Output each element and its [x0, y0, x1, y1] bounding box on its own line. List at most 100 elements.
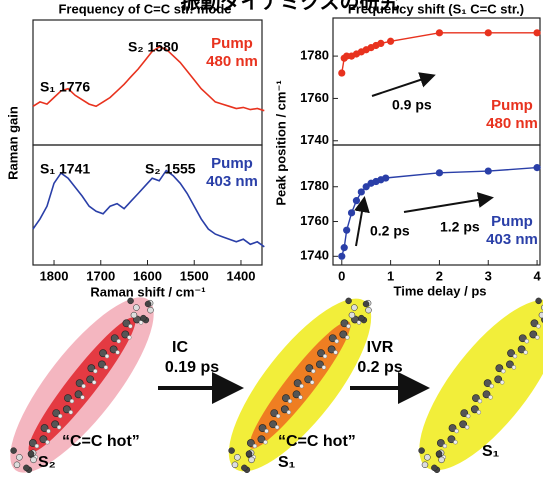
x-tick-label: 4 [533, 268, 541, 283]
atom [460, 409, 469, 417]
atom [334, 338, 339, 344]
data-point [352, 197, 361, 205]
atom [317, 349, 325, 358]
step-name: IC [172, 339, 188, 356]
atom [264, 428, 269, 434]
x-tick-label: 1800 [40, 268, 69, 283]
atom [30, 456, 37, 464]
atom [34, 443, 40, 449]
atom [418, 447, 425, 454]
atom [28, 439, 37, 447]
atom [356, 320, 362, 325]
atom [287, 398, 293, 404]
atom [311, 368, 316, 374]
chart-title: Frequency of C=C str. mode [58, 1, 231, 16]
atom [115, 350, 120, 355]
atom [293, 379, 302, 388]
atom [495, 364, 504, 373]
atom [122, 319, 131, 328]
atom [476, 410, 482, 415]
step-time: 0.19 ps [165, 359, 219, 376]
atom [309, 380, 315, 385]
data-point [357, 188, 365, 196]
atom [91, 380, 97, 385]
atom [13, 461, 21, 469]
atom [138, 320, 144, 325]
data-point [382, 174, 390, 182]
arrow [354, 196, 370, 247]
data-point [387, 37, 395, 45]
atom [499, 380, 505, 385]
atom [263, 439, 268, 445]
x-tick-label: 1 [387, 268, 394, 283]
data-point [533, 29, 541, 37]
atom [328, 334, 337, 343]
atom [274, 425, 280, 430]
atom [524, 338, 529, 344]
atom [453, 439, 458, 445]
atom [87, 364, 96, 373]
atom [421, 461, 429, 469]
atom [470, 405, 479, 414]
atom [74, 390, 83, 399]
y-tick-label: 1760 [300, 90, 329, 105]
y-tick-label: 1760 [300, 213, 329, 228]
x-tick-label: 1700 [86, 268, 115, 283]
atom [339, 330, 348, 339]
atom [340, 319, 349, 328]
atom [110, 334, 119, 343]
atom [536, 324, 541, 329]
atom [246, 439, 255, 447]
atom [56, 425, 62, 430]
x-tick-label: 2 [436, 268, 443, 283]
atom [298, 395, 303, 400]
arrow [403, 192, 494, 213]
atom [333, 350, 338, 355]
time-constant: 0.9 ps [392, 97, 432, 113]
atom [248, 456, 255, 464]
atom [435, 450, 443, 457]
x-tick-label: 0 [338, 268, 345, 283]
pump-label: 403 nm [206, 173, 258, 190]
atom [144, 300, 152, 308]
header-text: 振動ダイナミクスの研究 [181, 0, 400, 13]
atom [258, 424, 267, 432]
state-ellipse [419, 299, 543, 471]
atom [518, 334, 527, 343]
atom [57, 413, 63, 419]
atom [93, 368, 98, 374]
atom [436, 439, 445, 447]
x-tick-label: 1600 [133, 268, 162, 283]
x-tick-label: 1400 [227, 268, 256, 283]
step-name: IVR [367, 339, 394, 356]
pump-label: 480 nm [486, 115, 538, 132]
atom [362, 300, 370, 308]
pump-label: Pump [491, 213, 533, 230]
scheme: IC 0.19 ps IVR 0.2 ps “C=C hot” S₂ “C=C … [10, 297, 543, 474]
atom [228, 447, 235, 454]
atom [252, 443, 258, 449]
time-constant: 0.2 ps [370, 223, 410, 239]
atom [454, 428, 459, 434]
atom [99, 349, 107, 358]
atom [305, 364, 314, 373]
atom [535, 297, 542, 305]
atom [130, 311, 138, 319]
spectrum-line [32, 169, 265, 248]
atom [464, 425, 470, 430]
y-axis-label: Peak position / cm⁻¹ [273, 80, 288, 205]
atom [69, 398, 75, 404]
atom [512, 353, 518, 359]
atom [348, 311, 356, 319]
data-point [484, 29, 492, 37]
pump-label: Pump [211, 35, 253, 52]
panel-frame [332, 144, 541, 266]
chart-title: Frequency shift (S₁ C=C str.) [348, 1, 524, 16]
data-point [377, 39, 385, 48]
state-label: S₁ [482, 443, 500, 460]
trend-line [341, 32, 538, 74]
atom [121, 330, 130, 339]
atom [39, 435, 48, 444]
atom [133, 304, 140, 311]
data-point [533, 164, 541, 172]
